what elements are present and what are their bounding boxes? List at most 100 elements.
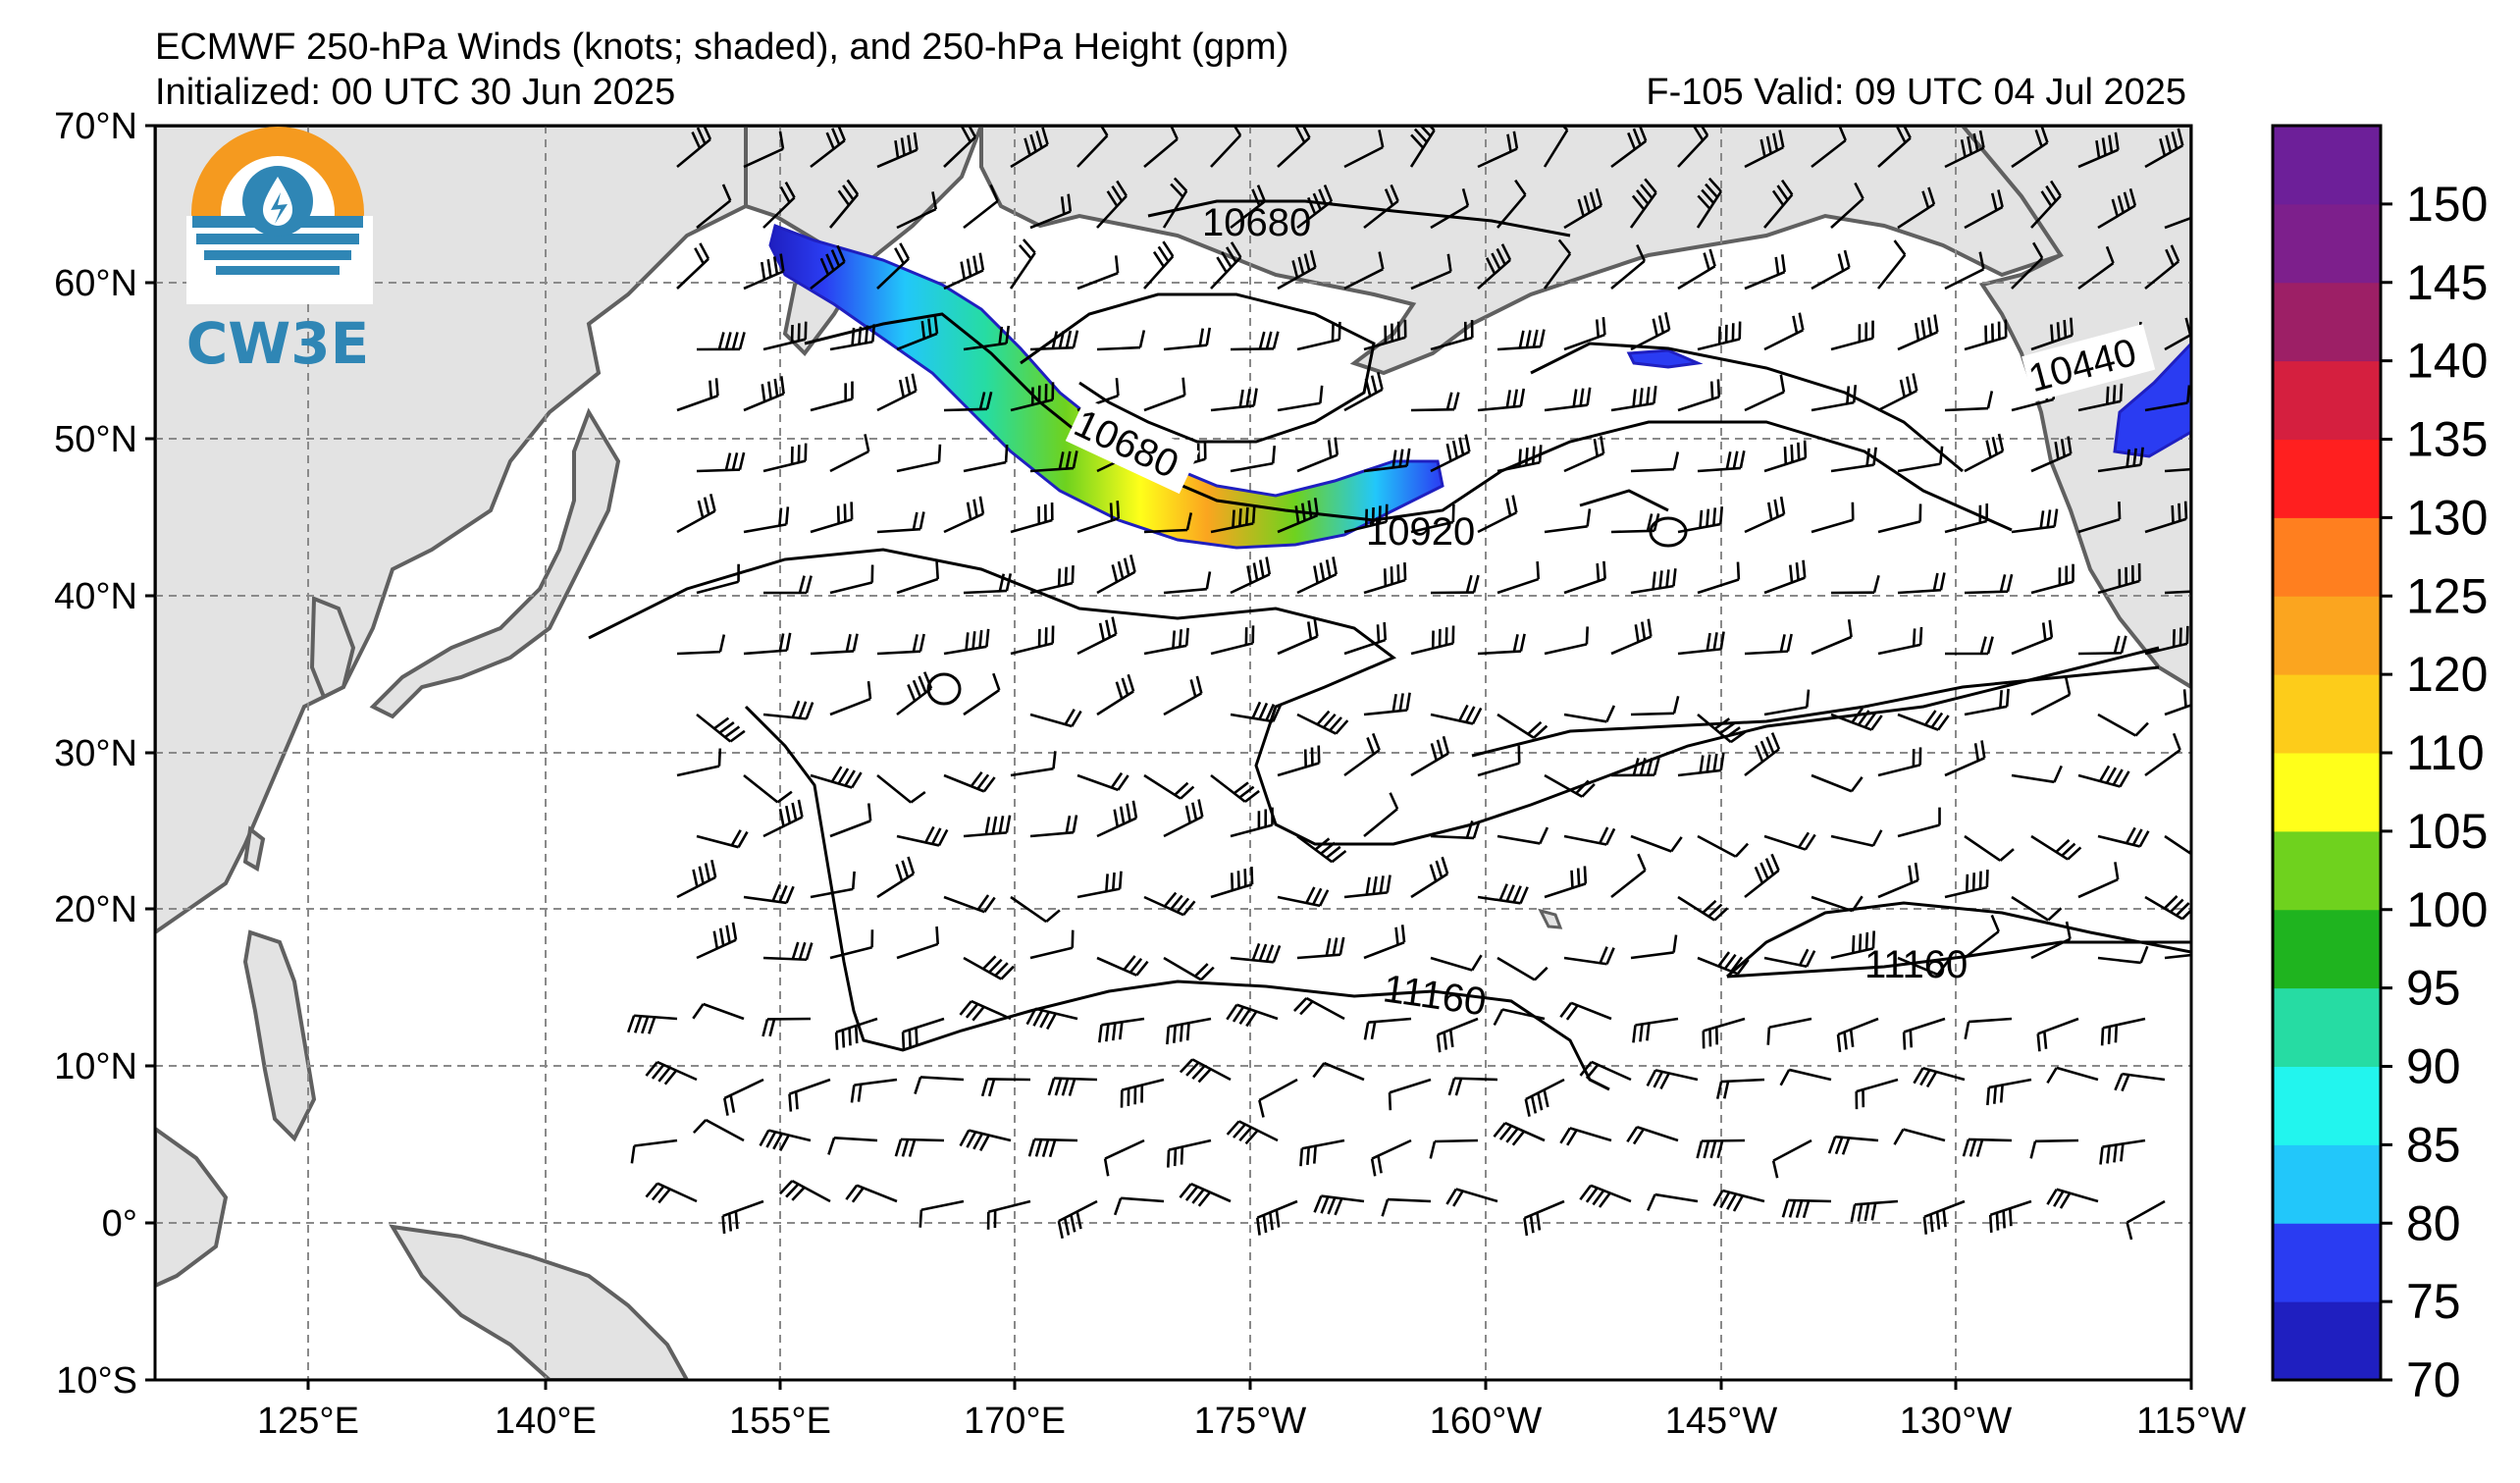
wind-barb — [1096, 800, 1138, 838]
lat-label: 20°N — [54, 889, 137, 930]
wind-barb — [810, 871, 856, 899]
wind-barb — [1496, 445, 1543, 473]
lat-label: 50°N — [54, 419, 137, 460]
wind-barb — [1781, 1198, 1832, 1219]
lon-label: 175°W — [1194, 1401, 1307, 1442]
wind-barb — [1771, 1139, 1812, 1179]
land-japan — [369, 407, 621, 719]
wind-barb — [762, 941, 814, 962]
wind-barb — [723, 1078, 764, 1116]
wind-barb — [943, 252, 985, 291]
wind-barb — [896, 926, 939, 960]
wind-barb — [850, 1078, 898, 1103]
wind-barb — [943, 496, 985, 534]
wind-barb — [676, 748, 722, 777]
colorbar-label: 85 — [2406, 1117, 2461, 1172]
wind-barb — [1544, 508, 1592, 534]
wind-barb — [1429, 1139, 1479, 1159]
wind-barb — [1763, 440, 1808, 473]
wind-barb — [1610, 385, 1657, 412]
wind-barb — [1277, 618, 1319, 656]
wind-barb — [1897, 186, 1936, 230]
wind-barb — [829, 803, 872, 838]
wind-barb — [1296, 437, 1339, 473]
wind-barb — [1143, 891, 1196, 917]
wind-barb — [2030, 563, 2074, 595]
wind-barb — [1630, 834, 1683, 853]
wind-barb — [1029, 193, 1073, 230]
wind-barb — [1029, 929, 1075, 960]
wind-barb — [1256, 1199, 1298, 1236]
wind-barb — [834, 1017, 878, 1050]
wind-barb — [1230, 701, 1283, 723]
wind-barb — [2046, 1188, 2099, 1209]
wind-barb — [696, 713, 746, 743]
wind-barb — [1363, 319, 1407, 351]
colorbar-label: 120 — [2406, 647, 2488, 702]
wind-barb — [1964, 433, 2005, 473]
wind-barb — [1697, 561, 1741, 595]
wind-barb — [1299, 1139, 1345, 1167]
wind-barb — [2030, 317, 2074, 351]
wind-barb — [1897, 446, 1944, 473]
wind-barb — [2164, 467, 2191, 473]
wind-barb — [1559, 1001, 1612, 1021]
wind-barb — [1076, 126, 1109, 168]
wind-barb — [630, 1139, 678, 1164]
wind-barb — [1697, 951, 1750, 976]
colorbar-label: 70 — [2406, 1352, 2461, 1407]
wind-barb — [1296, 321, 1341, 351]
wind-barb — [2030, 180, 2062, 229]
wind-barb — [1811, 385, 1858, 412]
wind-barb — [1370, 1139, 1412, 1177]
wind-barb — [1544, 866, 1588, 899]
wind-barb — [1277, 886, 1330, 908]
wind-barb — [1258, 1078, 1298, 1118]
lat-label: 10°S — [56, 1360, 137, 1402]
wind-barb — [1166, 1017, 1212, 1045]
wind-barb — [1563, 436, 1605, 473]
colorbar-swatch — [2273, 1066, 2381, 1145]
wind-barb — [2036, 1017, 2079, 1052]
wind-barb — [1143, 377, 1186, 412]
wind-barb — [696, 451, 746, 473]
wind-barb — [2011, 508, 2059, 534]
wind-barb — [810, 244, 846, 291]
wind-barb — [1563, 187, 1603, 230]
wind-barb — [1913, 1066, 1966, 1088]
wind-barb — [1523, 1199, 1565, 1237]
colorbar-swatch — [2273, 126, 2381, 205]
lat-label: 40°N — [54, 576, 137, 617]
wind-barb — [1579, 1184, 1632, 1208]
wind-barb — [829, 681, 872, 716]
wind-barb — [1210, 241, 1242, 290]
colorbar-swatch — [2273, 1223, 2381, 1302]
lat-ticks — [145, 124, 155, 1382]
wind-barb — [1830, 574, 1880, 595]
wind-barb — [1477, 633, 1526, 656]
wind-barb — [1410, 735, 1450, 777]
lat-label: 60°N — [54, 263, 137, 304]
wind-barb — [963, 955, 1015, 980]
wind-barb — [676, 493, 716, 534]
wind-barb — [1010, 895, 1061, 924]
colorbar-label: 90 — [2406, 1039, 2461, 1094]
wind-barb — [876, 132, 919, 169]
colorbar-swatch — [2273, 909, 2381, 989]
wind-barb — [2097, 713, 2149, 737]
wind-barb — [1697, 713, 1747, 744]
wind-barb — [1430, 574, 1480, 595]
wind-barb — [1630, 568, 1677, 595]
land-hawaii — [1538, 908, 1563, 929]
wind-barb — [1010, 751, 1057, 777]
wind-barb — [2144, 895, 2191, 921]
wind-barb — [743, 506, 790, 534]
wind-barb — [810, 766, 863, 789]
wind-barb — [1827, 1135, 1879, 1155]
wind-barb — [1944, 251, 1985, 291]
wind-barb — [1210, 126, 1242, 168]
wind-barb — [1210, 505, 1256, 534]
wind-barb — [1096, 330, 1146, 351]
wind-barb — [1388, 1078, 1432, 1111]
wind-barb — [1226, 1003, 1279, 1028]
